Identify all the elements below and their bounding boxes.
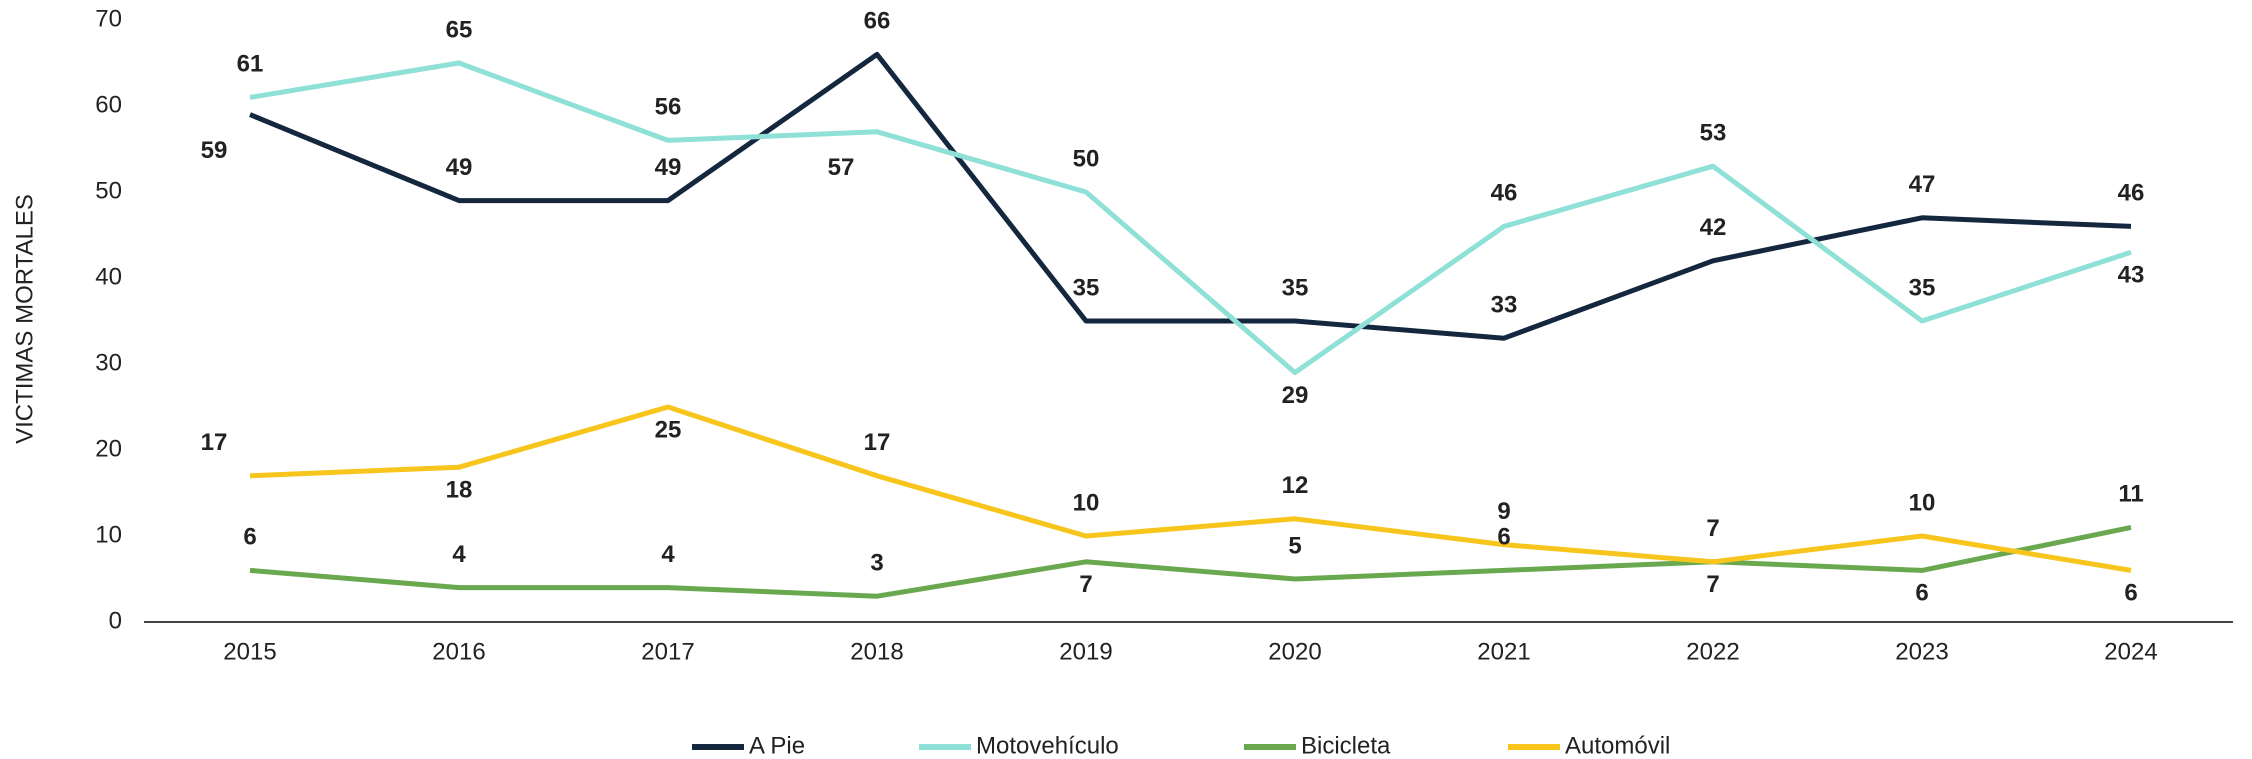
data-label: 6 (2124, 580, 2137, 607)
data-label: 17 (864, 429, 891, 456)
data-label: 6 (1497, 524, 1510, 551)
x-tick-label: 2024 (2104, 638, 2157, 665)
x-tick-label: 2018 (850, 638, 903, 665)
x-tick-label: 2017 (641, 638, 694, 665)
data-label: 53 (1700, 120, 1727, 147)
y-tick-label: 70 (95, 5, 122, 32)
legend-label: Bicicleta (1301, 732, 1391, 759)
legend-label: Motovehículo (976, 732, 1119, 759)
y-tick-label: 0 (109, 607, 122, 634)
data-label: 4 (452, 541, 466, 568)
data-label: 66 (864, 8, 891, 35)
data-label: 7 (1079, 571, 1092, 598)
y-tick-label: 20 (95, 435, 122, 462)
data-label: 33 (1491, 292, 1518, 319)
data-label: 10 (1909, 489, 1936, 516)
data-label: 61 (237, 51, 264, 78)
data-label: 4 (661, 541, 675, 568)
data-label: 59 (201, 137, 228, 164)
y-tick-label: 30 (95, 349, 122, 376)
data-label: 29 (1282, 382, 1309, 409)
data-label: 56 (655, 94, 682, 121)
y-tick-label: 60 (95, 91, 122, 118)
data-label: 11 (2118, 481, 2143, 508)
x-tick-label: 2021 (1477, 638, 1530, 665)
x-tick-label: 2015 (223, 638, 276, 665)
data-label: 42 (1700, 214, 1727, 241)
data-label: 49 (655, 154, 682, 181)
data-label: 6 (243, 524, 256, 551)
data-label: 6 (1915, 580, 1928, 607)
series-line (249, 524, 2132, 599)
data-label: 35 (1282, 274, 1309, 301)
series-line (249, 404, 2132, 573)
legend-label: Automóvil (1565, 732, 1670, 759)
data-label: 7 (1706, 571, 1719, 598)
data-label: 47 (1909, 171, 1936, 198)
data-label: 35 (1073, 274, 1100, 301)
data-label: 10 (1073, 489, 1100, 516)
data-label: 25 (655, 416, 682, 443)
data-label: 65 (446, 16, 473, 43)
data-label: 5 (1288, 532, 1301, 559)
data-label: 43 (2118, 262, 2145, 289)
x-tick-label: 2023 (1895, 638, 1948, 665)
y-axis-label: VICTIMAS MORTALES (11, 194, 38, 444)
data-label: 46 (1491, 180, 1518, 207)
y-tick-label: 10 (95, 521, 122, 548)
data-label: 49 (446, 154, 473, 181)
data-label: 12 (1282, 472, 1309, 499)
data-label: 17 (201, 429, 228, 456)
data-label: 35 (1909, 274, 1936, 301)
series-line (249, 60, 2132, 376)
x-tick-label: 2019 (1059, 638, 1112, 665)
series-line (249, 51, 2132, 341)
legend-label: A Pie (749, 732, 805, 759)
y-tick-label: 40 (95, 263, 122, 290)
x-tick-label: 2022 (1686, 638, 1739, 665)
data-label: 18 (446, 477, 473, 504)
x-tick-label: 2016 (432, 638, 485, 665)
data-label: 7 (1706, 515, 1719, 542)
y-tick-label: 50 (95, 177, 122, 204)
data-label: 50 (1073, 145, 1100, 172)
x-tick-label: 2020 (1268, 638, 1321, 665)
data-label: 46 (2118, 180, 2145, 207)
data-label: 3 (870, 550, 883, 577)
data-label: 57 (828, 154, 855, 181)
data-label: 9 (1497, 498, 1510, 525)
